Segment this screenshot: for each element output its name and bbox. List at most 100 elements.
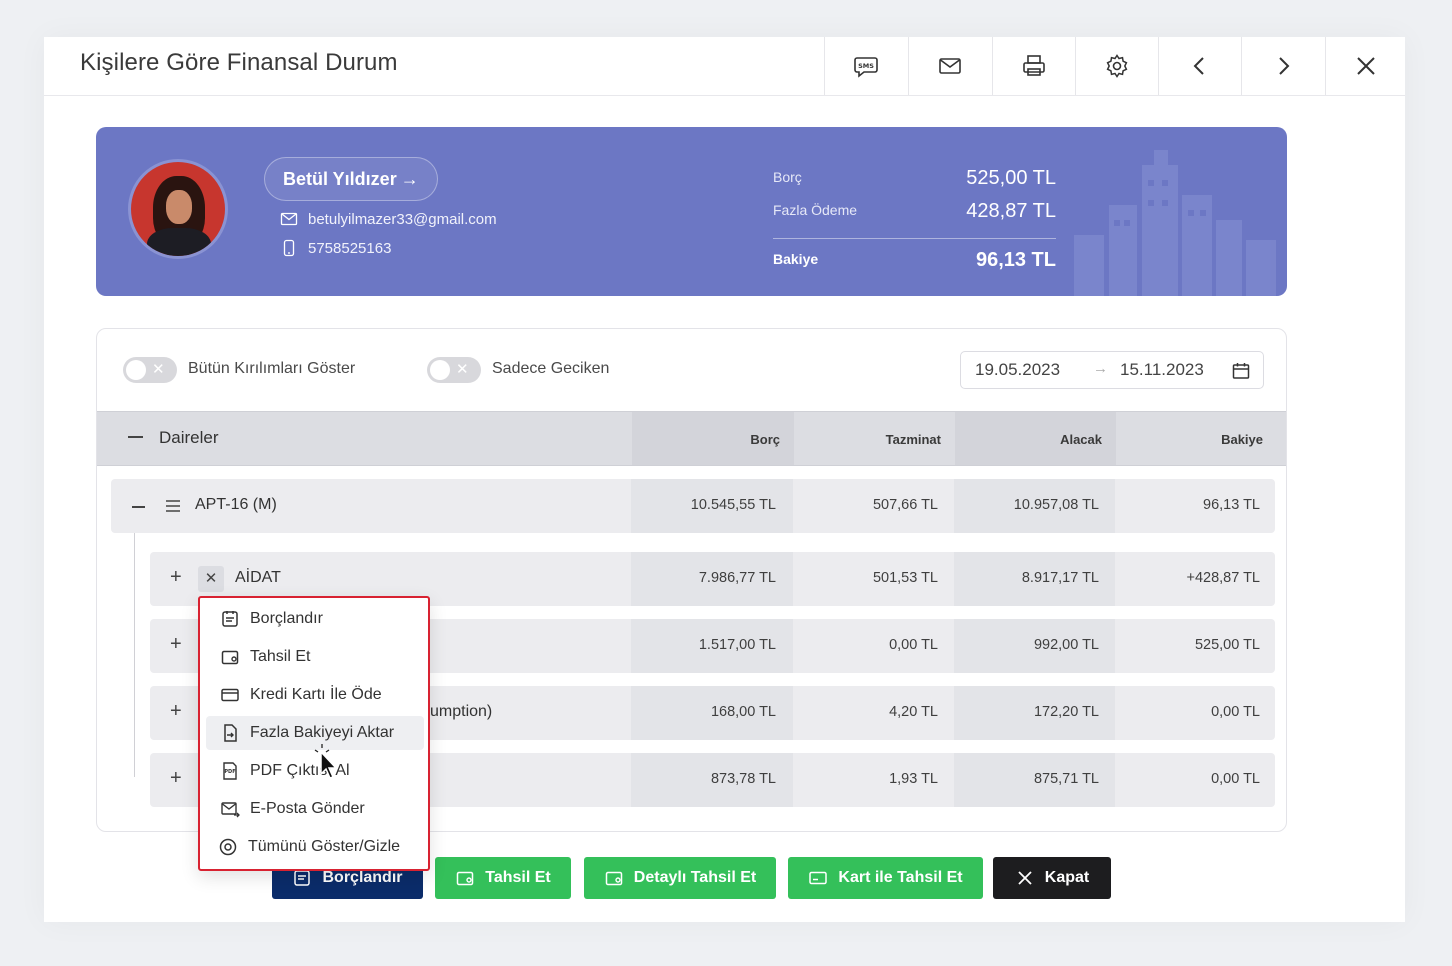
- tahsil-et-button[interactable]: Tahsil Et: [435, 857, 571, 899]
- only-overdue-toggle[interactable]: ✕: [427, 357, 481, 383]
- profile-email: betulyilmazer33@gmail.com: [308, 210, 497, 228]
- profile-name-link[interactable]: Betül Yıldızer →: [264, 157, 438, 201]
- menu-item-borclandir[interactable]: Borçlandır: [206, 602, 424, 636]
- email-row: betulyilmazer33@gmail.com: [280, 210, 497, 228]
- profile-phone: 5758525163: [308, 239, 392, 257]
- row-title: umption): [430, 703, 493, 720]
- date-to[interactable]: 15.11.2023: [1120, 360, 1204, 379]
- next-button[interactable]: [1241, 37, 1324, 95]
- collapse-group-icon[interactable]: [128, 436, 143, 438]
- bakiye-value: 96,13 TL: [975, 249, 1056, 271]
- tahsil-et-label: Tahsil Et: [485, 869, 551, 886]
- column-bakiye: Bakiye: [1221, 432, 1263, 447]
- credit-card-icon: [809, 871, 828, 885]
- menu-item-goster-gizle[interactable]: Tümünü Göster/Gizle: [206, 830, 424, 864]
- row-tazminat: 1,93 TL: [889, 771, 938, 787]
- modal-header: Kişilere Göre Finansal Durum SMS: [44, 37, 1405, 96]
- apt-alacak: 10.957,08 TL: [1013, 497, 1099, 513]
- mail-button[interactable]: [908, 37, 991, 95]
- menu-item-kredi-karti[interactable]: Kredi Kartı İle Öde: [206, 678, 424, 712]
- fazla-odeme-label: Fazla Ödeme: [773, 202, 858, 218]
- apartment-row[interactable]: APT-16 (M) 10.545,55 TL 507,66 TL 10.957…: [111, 479, 1275, 533]
- row-tazminat: 0,00 TL: [889, 637, 938, 653]
- kart-ile-tahsil-et-button[interactable]: Kart ile Tahsil Et: [788, 857, 983, 899]
- row-alacak: 172,20 TL: [1033, 704, 1099, 720]
- table-card: ✕ Bütün Kırılımları Göster ✕ Sadece Geci…: [96, 328, 1287, 832]
- chevron-left-icon: [1193, 57, 1204, 75]
- chevron-right-icon: [1279, 57, 1290, 75]
- calendar-icon[interactable]: [1231, 361, 1251, 381]
- settings-button[interactable]: [1075, 37, 1158, 95]
- apt-bakiye: 96,13 TL: [1203, 497, 1260, 513]
- wallet-icon: [221, 650, 239, 665]
- apt-tazminat: 507,66 TL: [872, 497, 938, 513]
- row-context-menu: Borçlandır Tahsil Et Kredi Kartı İle Öde…: [198, 596, 430, 871]
- summary-divider: [773, 238, 1056, 239]
- borclandir-label: Borçlandır: [322, 869, 403, 886]
- invoice-icon: [222, 611, 238, 627]
- date-range-picker[interactable]: 19.05.2023 → 15.11.2023: [960, 351, 1264, 389]
- column-borc: Borç: [750, 432, 780, 447]
- menu-item-fazla-bakiye-aktar[interactable]: Fazla Bakiyeyi Aktar: [206, 716, 424, 750]
- print-button[interactable]: [992, 37, 1075, 95]
- close-button[interactable]: [1325, 37, 1405, 95]
- date-from[interactable]: 19.05.2023: [975, 360, 1061, 379]
- collapse-icon[interactable]: [132, 506, 145, 508]
- show-all-breakdowns-toggle[interactable]: ✕: [123, 357, 177, 383]
- toggle-off-icon: ✕: [456, 361, 469, 378]
- row-title: AİDAT: [235, 569, 281, 586]
- detayli-tahsil-et-button[interactable]: Detaylı Tahsil Et: [584, 857, 776, 899]
- row-tazminat: 501,53 TL: [872, 570, 938, 586]
- row-bakiye: +428,87 TL: [1186, 570, 1260, 586]
- row-borc: 7.986,77 TL: [698, 570, 776, 586]
- row-alacak: 8.917,17 TL: [1021, 570, 1099, 586]
- menu-item-tahsil-et[interactable]: Tahsil Et: [206, 640, 424, 674]
- kart-ile-tahsil-et-label: Kart ile Tahsil Et: [838, 869, 963, 886]
- invoice-icon: [294, 870, 311, 886]
- column-alacak: Alacak: [1060, 432, 1102, 447]
- apartment-title: APT-16 (M): [195, 496, 277, 513]
- eye-icon: [219, 838, 237, 856]
- wallet-icon: [457, 871, 474, 886]
- close-icon: [1356, 57, 1375, 75]
- previous-button[interactable]: [1158, 37, 1241, 95]
- mail-icon: [939, 58, 961, 74]
- phone-icon: [283, 239, 295, 257]
- profile-card: Betül Yıldızer → betulyilmazer33@gmail.c…: [96, 127, 1287, 296]
- mail-icon: [280, 212, 298, 226]
- arrow-right-icon: →: [400, 168, 419, 189]
- borc-label: Borç: [773, 169, 802, 185]
- detayli-tahsil-et-label: Detaylı Tahsil Et: [633, 869, 757, 886]
- borc-value: 525,00 TL: [966, 167, 1056, 189]
- expand-icon[interactable]: +: [170, 700, 182, 722]
- gear-icon: [1106, 54, 1128, 78]
- sms-icon: SMS: [854, 57, 878, 78]
- row-alacak: 875,71 TL: [1033, 771, 1099, 787]
- fazla-odeme-value: 428,87 TL: [966, 200, 1056, 222]
- sms-button[interactable]: SMS: [824, 37, 907, 95]
- city-illustration: [1074, 150, 1276, 296]
- expand-icon[interactable]: +: [170, 566, 182, 588]
- toggle-off-icon: ✕: [152, 361, 165, 378]
- table-header: Daireler Borç Tazminat Alacak Bakiye: [97, 411, 1286, 466]
- remove-icon[interactable]: ✕: [198, 566, 224, 592]
- row-alacak: 992,00 TL: [1033, 637, 1099, 653]
- list-icon: [166, 500, 180, 512]
- row-bakiye: 0,00 TL: [1211, 771, 1260, 787]
- show-all-breakdowns-label: Bütün Kırılımları Göster: [188, 360, 356, 377]
- expand-icon[interactable]: +: [170, 633, 182, 655]
- wallet-icon: [605, 871, 623, 886]
- expand-icon[interactable]: +: [170, 767, 182, 789]
- row-tazminat: 4,20 TL: [889, 704, 938, 720]
- kapat-button[interactable]: Kapat: [993, 857, 1111, 899]
- arrow-right-icon: →: [1093, 360, 1108, 377]
- menu-item-eposta[interactable]: E-Posta Gönder: [206, 792, 424, 826]
- column-tazminat: Tazminat: [885, 432, 941, 447]
- row-borc: 168,00 TL: [710, 704, 776, 720]
- row-borc: 873,78 TL: [710, 771, 776, 787]
- print-icon: [1023, 55, 1045, 76]
- row-bakiye: 525,00 TL: [1194, 637, 1260, 653]
- mail-send-icon: [221, 802, 240, 818]
- tree-line: [134, 533, 135, 777]
- transfer-icon: [224, 724, 237, 742]
